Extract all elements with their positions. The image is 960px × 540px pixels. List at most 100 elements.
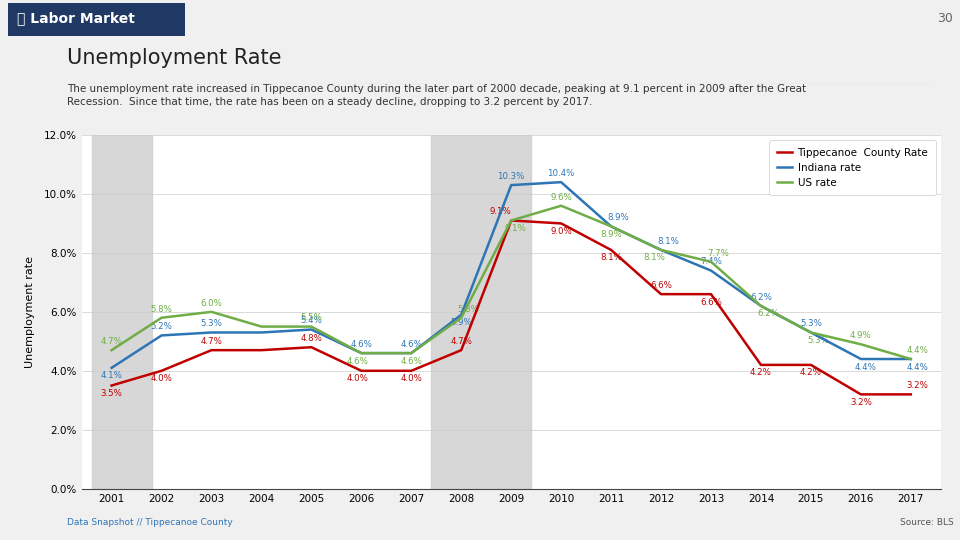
- US rate: [355, 350, 367, 356]
- Tippecanoe  County Rate: [556, 220, 567, 227]
- Text: 4.2%: 4.2%: [800, 368, 822, 377]
- Indiana rate: [606, 223, 617, 230]
- Text: Data Snapshot // Tippecanoe County: Data Snapshot // Tippecanoe County: [67, 518, 233, 526]
- Indiana rate: [255, 329, 267, 336]
- Text: 6.6%: 6.6%: [700, 298, 722, 307]
- Indiana rate: [156, 332, 167, 339]
- Text: 10.3%: 10.3%: [497, 172, 525, 181]
- US rate: [905, 356, 917, 362]
- Text: 4.6%: 4.6%: [400, 356, 422, 366]
- Indiana rate: [506, 182, 517, 188]
- Text: 6.6%: 6.6%: [650, 281, 672, 290]
- Text: 8.1%: 8.1%: [643, 253, 665, 262]
- Text: 3.2%: 3.2%: [850, 398, 872, 407]
- Text: 5.2%: 5.2%: [151, 322, 173, 331]
- Bar: [431, 135, 531, 489]
- Tippecanoe  County Rate: [656, 291, 667, 298]
- Text: 5.8%: 5.8%: [151, 305, 173, 314]
- Text: 4.9%: 4.9%: [850, 331, 872, 340]
- US rate: [656, 247, 667, 253]
- Indiana rate: [905, 356, 917, 362]
- Text: 4.6%: 4.6%: [400, 340, 422, 349]
- Text: 5.3%: 5.3%: [807, 336, 828, 345]
- Text: 3.5%: 3.5%: [101, 389, 123, 398]
- US rate: [855, 341, 867, 348]
- Bar: [91, 135, 152, 489]
- Text: 5.9%: 5.9%: [450, 318, 472, 327]
- US rate: [706, 259, 717, 265]
- Text: 4.7%: 4.7%: [101, 337, 123, 346]
- Text: 8.9%: 8.9%: [607, 213, 629, 222]
- US rate: [205, 309, 217, 315]
- Indiana rate: [756, 303, 767, 309]
- Text: 9.1%: 9.1%: [490, 207, 511, 217]
- Indiana rate: [455, 312, 467, 318]
- Indiana rate: [355, 350, 367, 356]
- Indiana rate: [305, 326, 317, 333]
- Text: 5.3%: 5.3%: [800, 319, 822, 328]
- Indiana rate: [556, 179, 567, 185]
- Text: 5.4%: 5.4%: [300, 316, 323, 326]
- Tippecanoe  County Rate: [156, 368, 167, 374]
- US rate: [106, 347, 117, 353]
- Indiana rate: [805, 329, 817, 336]
- Text: 6.2%: 6.2%: [757, 309, 779, 319]
- Text: 5.8%: 5.8%: [457, 305, 479, 314]
- Text: 4.4%: 4.4%: [907, 346, 928, 355]
- Tippecanoe  County Rate: [355, 368, 367, 374]
- US rate: [506, 217, 517, 224]
- Tippecanoe  County Rate: [855, 391, 867, 397]
- Tippecanoe  County Rate: [255, 347, 267, 353]
- Text: 4.1%: 4.1%: [101, 372, 123, 380]
- US rate: [756, 303, 767, 309]
- Text: 4.2%: 4.2%: [750, 368, 772, 377]
- US rate: [805, 329, 817, 336]
- US rate: [156, 314, 167, 321]
- US rate: [405, 350, 417, 356]
- Text: 🧳 Labor Market: 🧳 Labor Market: [17, 12, 135, 26]
- Indiana rate: [855, 356, 867, 362]
- Indiana rate: [405, 350, 417, 356]
- Tippecanoe  County Rate: [706, 291, 717, 298]
- Text: 4.4%: 4.4%: [907, 362, 928, 372]
- Tippecanoe  County Rate: [305, 344, 317, 350]
- Text: 4.4%: 4.4%: [854, 362, 876, 372]
- Text: 6.0%: 6.0%: [201, 299, 223, 308]
- Line: US rate: US rate: [111, 206, 911, 359]
- Tippecanoe  County Rate: [205, 347, 217, 353]
- US rate: [305, 323, 317, 330]
- Line: Indiana rate: Indiana rate: [111, 182, 911, 368]
- Text: 8.1%: 8.1%: [600, 253, 622, 262]
- Text: 5.5%: 5.5%: [300, 313, 323, 322]
- Tippecanoe  County Rate: [606, 247, 617, 253]
- Text: 4.0%: 4.0%: [347, 374, 368, 383]
- Text: Unemployment Rate: Unemployment Rate: [67, 48, 281, 68]
- US rate: [255, 323, 267, 330]
- Text: 8.1%: 8.1%: [657, 237, 679, 246]
- Text: 6.2%: 6.2%: [750, 293, 772, 302]
- Text: 4.7%: 4.7%: [201, 337, 223, 346]
- Indiana rate: [656, 247, 667, 253]
- Text: 9.1%: 9.1%: [505, 224, 526, 233]
- Text: 8.9%: 8.9%: [600, 230, 622, 239]
- Indiana rate: [205, 329, 217, 336]
- Text: 4.7%: 4.7%: [450, 337, 472, 346]
- Y-axis label: Unemployment rate: Unemployment rate: [25, 256, 36, 368]
- Text: Source: BLS: Source: BLS: [900, 518, 953, 526]
- Text: 4.0%: 4.0%: [400, 374, 422, 383]
- Text: The unemployment rate increased in Tippecanoe County during the later part of 20: The unemployment rate increased in Tippe…: [67, 84, 806, 107]
- Text: 3.2%: 3.2%: [907, 381, 928, 390]
- FancyBboxPatch shape: [8, 3, 185, 36]
- Line: Tippecanoe  County Rate: Tippecanoe County Rate: [111, 220, 911, 394]
- US rate: [455, 314, 467, 321]
- Text: 9.6%: 9.6%: [550, 193, 572, 201]
- Text: 4.6%: 4.6%: [347, 356, 368, 366]
- Tippecanoe  County Rate: [805, 362, 817, 368]
- Tippecanoe  County Rate: [756, 362, 767, 368]
- Text: 10.4%: 10.4%: [547, 169, 575, 178]
- Tippecanoe  County Rate: [905, 391, 917, 397]
- US rate: [606, 223, 617, 230]
- Legend: Tippecanoe  County Rate, Indiana rate, US rate: Tippecanoe County Rate, Indiana rate, US…: [769, 140, 936, 195]
- Text: 5.3%: 5.3%: [201, 319, 223, 328]
- Indiana rate: [106, 364, 117, 371]
